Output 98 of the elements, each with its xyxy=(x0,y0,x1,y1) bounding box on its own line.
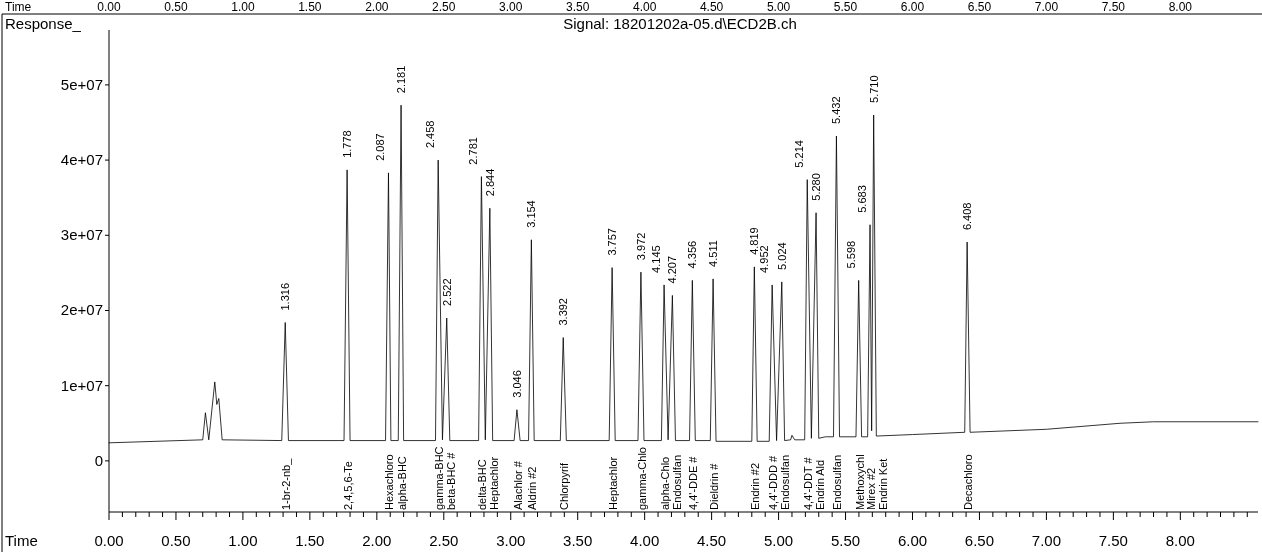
x2-tick-label: 4.50 xyxy=(697,532,727,549)
y-tick-label: 4e+07 xyxy=(60,151,103,169)
x-tick-label: 3.50 xyxy=(566,0,590,14)
x2-tick-label: 4.00 xyxy=(630,532,660,549)
annotation: 3.972 xyxy=(634,232,647,261)
annotation: 4,4'-DDE # xyxy=(687,455,700,510)
annotation: gamma-Chlo xyxy=(635,447,648,510)
annotation: Endosulfan xyxy=(831,454,844,510)
x-tick-label: 4.50 xyxy=(699,0,724,14)
annotation: 3.154 xyxy=(525,200,538,228)
x2-tick-label: 7.00 xyxy=(1031,532,1062,549)
x2-tick-label: 3.00 xyxy=(496,532,526,549)
annotation: Endrin #2 xyxy=(749,462,762,510)
annotation: Hexachloro xyxy=(383,454,396,510)
x-tick-label: 1.00 xyxy=(231,0,255,14)
x2-axis-title: Time xyxy=(5,0,32,14)
annotation: 3.392 xyxy=(557,298,570,326)
annotation: 5.683 xyxy=(856,185,869,213)
annotation: 5.280 xyxy=(810,173,823,201)
x2-tick-label: 8.00 xyxy=(1165,532,1195,549)
annotation: Alachlor # xyxy=(511,460,524,510)
x2-tick-label: 1.00 xyxy=(228,532,258,549)
x-tick-label: 7.00 xyxy=(1034,0,1059,14)
y-tick-label: 5e+07 xyxy=(60,75,103,93)
annotation: Endrin Ald xyxy=(813,459,826,510)
y-tick-label: 1e+07 xyxy=(60,376,103,394)
x2-tick-label: 5.00 xyxy=(763,532,794,549)
annotation: beta-BHC # xyxy=(444,451,457,510)
annotation: 2.181 xyxy=(395,65,408,94)
x-tick-label: 7.50 xyxy=(1101,0,1126,14)
annotation: Endosulfan xyxy=(778,454,791,510)
annotation: 5.214 xyxy=(793,140,806,168)
x-tick-label: 2.50 xyxy=(432,0,456,14)
x2-tick-label: 7.50 xyxy=(1098,532,1128,549)
annotation: 2.087 xyxy=(374,133,387,161)
annotation: Mirex #2 xyxy=(865,467,878,510)
annotation: 5.432 xyxy=(830,96,843,125)
annotation: Heptachlor xyxy=(607,456,620,510)
annotation: 4.207 xyxy=(666,255,679,284)
annotation: Endrin Ket xyxy=(876,458,889,510)
annotation: alpha-BHC xyxy=(396,456,409,510)
annotation: 6.408 xyxy=(961,202,974,231)
annotation: 3.046 xyxy=(510,370,523,398)
x2-tick-label: 2.50 xyxy=(429,532,459,549)
x2-tick-label: 3.50 xyxy=(563,532,593,549)
annotation: Heptachlor xyxy=(487,456,500,510)
x-tick-label: 2.00 xyxy=(365,0,389,14)
annotation: 4,4'-DDT # xyxy=(802,456,815,510)
y-axis-title: Response_ xyxy=(5,15,82,32)
annotation: Decachloro xyxy=(962,454,975,510)
x-tick-label: 6.50 xyxy=(967,0,992,14)
y-tick-label: 0 xyxy=(94,451,103,469)
annotation: Aldrin #2 xyxy=(526,466,539,510)
annotation: delta-BHC xyxy=(476,459,489,510)
annotation: Dieldrin # xyxy=(708,462,721,510)
x2-tick-label: 2.00 xyxy=(362,532,392,549)
x-tick-label: 6.00 xyxy=(900,0,925,14)
x2-tick-label: 6.50 xyxy=(964,532,995,549)
x2-tick-label: 6.00 xyxy=(897,532,928,549)
annotation: 3.757 xyxy=(606,228,619,256)
x-tick-label: 8.00 xyxy=(1168,0,1193,14)
x2-tick-label: 5.50 xyxy=(830,532,861,549)
annotation: 1.316 xyxy=(279,282,292,311)
annotation: 4.952 xyxy=(758,245,771,273)
annotation: 2.522 xyxy=(440,278,453,306)
annotation: 2.844 xyxy=(483,168,496,197)
annotation: Endosulfan xyxy=(670,454,683,510)
x-tick-label: 0.50 xyxy=(164,0,188,14)
chart-title: Signal: 18201202a-05.d\ECD2B.ch xyxy=(563,15,797,32)
annotation: 1-br-2-nb_ xyxy=(280,457,293,510)
annotation: 5.598 xyxy=(844,240,857,269)
annotation: 1.778 xyxy=(341,130,354,158)
annotation: 5.024 xyxy=(775,242,788,270)
annotation: gamma-BHC xyxy=(433,446,446,510)
x2-tick-label: 0.00 xyxy=(94,532,124,549)
x2-tick-label: 1.50 xyxy=(295,532,325,549)
annotation: 2.781 xyxy=(467,137,480,165)
annotation: 2.458 xyxy=(424,120,437,149)
annotation: alpha-Chlo xyxy=(659,456,672,510)
x-axis-title: Time xyxy=(5,532,38,549)
annotation: 4.145 xyxy=(650,245,663,273)
annotation: 4,4'-DDD # xyxy=(767,455,780,510)
x-tick-label: 0.00 xyxy=(97,0,121,14)
annotation: 5.710 xyxy=(867,75,880,103)
x-tick-label: 1.50 xyxy=(298,0,322,14)
annotation: Chlorpyrif xyxy=(558,461,571,510)
x-tick-label: 5.50 xyxy=(833,0,858,14)
annotation: 4.819 xyxy=(748,227,761,255)
x-tick-label: 4.00 xyxy=(632,0,657,14)
y-tick-label: 3e+07 xyxy=(60,226,103,244)
annotation: 4.511 xyxy=(707,240,720,267)
x2-tick-label: 0.50 xyxy=(161,532,191,549)
y-tick-label: 2e+07 xyxy=(60,301,103,319)
annotation: 4.356 xyxy=(686,240,699,269)
annotation: Methoxychl xyxy=(853,454,866,510)
x-tick-label: 3.00 xyxy=(499,0,523,14)
annotation: 2,4,5,6-Te xyxy=(342,461,355,510)
x-tick-label: 5.00 xyxy=(766,0,791,14)
